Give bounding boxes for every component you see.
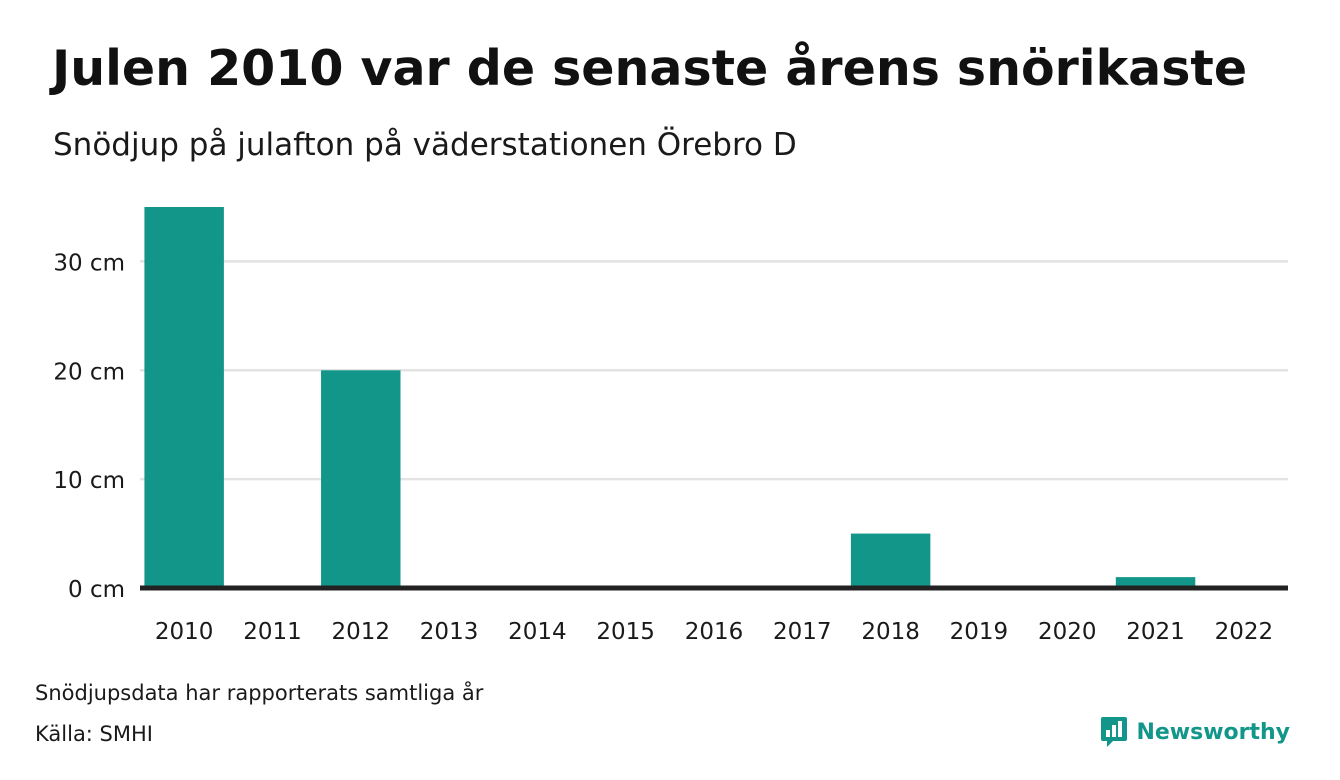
- x-tick-label-2015: 2015: [596, 619, 655, 645]
- x-tick-label-2013: 2013: [420, 619, 479, 645]
- x-tick-label-2021: 2021: [1126, 619, 1185, 645]
- brand-logo: Newsworthy: [1100, 716, 1290, 748]
- bar-2018: [850, 533, 931, 588]
- source-credit: Källa: SMHI: [35, 722, 153, 746]
- x-tick-label-2020: 2020: [1038, 619, 1097, 645]
- bar-2012: [321, 370, 401, 588]
- brand-name: Newsworthy: [1136, 719, 1290, 745]
- x-tick-label-2022: 2022: [1215, 619, 1274, 645]
- newsworthy-logo-icon: [1101, 717, 1128, 747]
- x-tick-label-2019: 2019: [950, 619, 1009, 645]
- chart-subtitle: Snödjup på julafton på väderstationen Ör…: [53, 127, 797, 163]
- x-tick-label-2011: 2011: [243, 619, 302, 645]
- x-tick-label-2018: 2018: [861, 619, 920, 645]
- x-tick-label-2012: 2012: [331, 619, 390, 645]
- footnote: Snödjupsdata har rapporterats samtliga å…: [35, 681, 484, 705]
- x-tick-label-2010: 2010: [155, 619, 214, 645]
- y-tick-label: 10 cm: [53, 468, 125, 494]
- bar-chart: 0 cm 10 cm 20 cm 30 cm 2010 2011 2012 2013 2014…: [53, 207, 1288, 645]
- bar-2010: [144, 207, 224, 588]
- gridlines: [140, 260, 1288, 481]
- bar-2021: [1115, 577, 1196, 588]
- y-tick-label: 30 cm: [53, 250, 125, 276]
- y-axis-tick-labels: 0 cm 10 cm 20 cm 30 cm: [53, 250, 125, 603]
- x-tick-label-2016: 2016: [685, 619, 744, 645]
- y-tick-label: 20 cm: [53, 359, 125, 385]
- x-tick-label-2017: 2017: [773, 619, 832, 645]
- y-tick-label: 0 cm: [68, 577, 125, 603]
- x-tick-label-2014: 2014: [508, 619, 567, 645]
- x-axis-tick-labels: 2010 2011 2012 2013 2014 2015 2016 2017 2018 2019…: [155, 619, 1273, 645]
- chart-title: Julen 2010 var de senaste årens snörikas…: [52, 40, 1248, 97]
- bars: [144, 207, 1196, 588]
